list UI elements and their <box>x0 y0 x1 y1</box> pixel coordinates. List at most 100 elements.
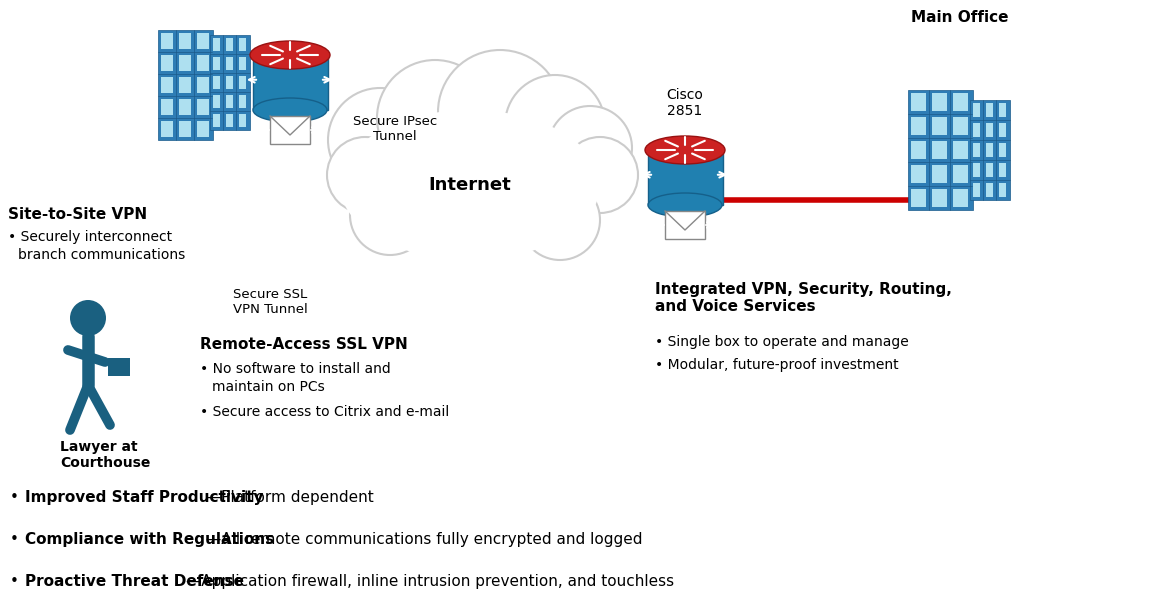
Bar <box>999 123 1006 137</box>
Ellipse shape <box>325 105 615 285</box>
Text: Secure IPsec
Tunnel: Secure IPsec Tunnel <box>353 115 438 143</box>
Bar <box>239 76 246 89</box>
Bar <box>954 165 968 183</box>
Bar <box>986 183 993 197</box>
Bar <box>239 114 246 127</box>
Bar <box>239 57 246 70</box>
Ellipse shape <box>648 193 722 217</box>
Bar <box>932 93 947 111</box>
Bar <box>213 76 220 89</box>
Text: Main Office: Main Office <box>911 10 1009 25</box>
Bar <box>197 33 209 49</box>
Ellipse shape <box>253 43 326 67</box>
Text: Cisco
2851: Cisco 2851 <box>667 88 703 118</box>
Text: • Securely interconnect: • Securely interconnect <box>8 230 172 244</box>
Bar <box>226 38 233 51</box>
Circle shape <box>328 88 432 192</box>
Bar <box>158 30 213 140</box>
Bar <box>954 117 968 135</box>
Text: Internet: Internet <box>428 176 511 194</box>
Polygon shape <box>5 175 310 205</box>
Bar <box>954 189 968 207</box>
Bar <box>999 103 1006 117</box>
Circle shape <box>438 50 562 174</box>
Bar <box>973 163 980 177</box>
Bar <box>197 121 209 137</box>
Bar <box>108 358 130 376</box>
Bar <box>161 77 173 93</box>
Bar <box>226 57 233 70</box>
Text: • Secure access to Citrix and e-mail: • Secure access to Citrix and e-mail <box>200 405 449 419</box>
Bar <box>161 99 173 115</box>
Bar <box>253 55 328 110</box>
Text: maintain on PCs: maintain on PCs <box>212 380 325 394</box>
Bar <box>932 165 947 183</box>
Circle shape <box>377 60 493 176</box>
Polygon shape <box>5 183 305 320</box>
Circle shape <box>350 175 431 255</box>
Bar <box>986 103 993 117</box>
Bar <box>954 93 968 111</box>
Bar <box>999 143 1006 157</box>
Bar <box>226 114 233 127</box>
Circle shape <box>562 137 638 213</box>
Text: Lawyer at
Courthouse: Lawyer at Courthouse <box>60 440 151 470</box>
Circle shape <box>505 75 605 175</box>
Bar <box>209 35 250 130</box>
Text: Improved Staff Productivity: Improved Staff Productivity <box>25 490 263 505</box>
Text: Proactive Threat Defense: Proactive Threat Defense <box>25 574 245 589</box>
Text: •: • <box>11 532 19 547</box>
Circle shape <box>519 180 600 260</box>
Bar <box>213 57 220 70</box>
Bar <box>161 33 173 49</box>
Bar <box>932 117 947 135</box>
Text: —Application firewall, inline intrusion prevention, and touchless: —Application firewall, inline intrusion … <box>186 574 674 589</box>
Bar <box>999 163 1006 177</box>
Bar <box>179 55 191 71</box>
Bar <box>161 55 173 71</box>
Bar <box>911 117 925 135</box>
Bar <box>911 165 925 183</box>
Text: branch communications: branch communications <box>18 248 185 262</box>
Bar <box>239 38 246 51</box>
Bar <box>197 99 209 115</box>
Bar <box>648 150 723 205</box>
Text: —Platform dependent: —Platform dependent <box>206 490 373 505</box>
Bar <box>999 183 1006 197</box>
Ellipse shape <box>250 41 330 69</box>
Polygon shape <box>154 330 620 465</box>
Bar <box>179 33 191 49</box>
Bar <box>179 77 191 93</box>
Bar <box>973 143 980 157</box>
Bar <box>197 55 209 71</box>
Bar <box>911 141 925 159</box>
Bar <box>908 90 973 210</box>
Text: —All remote communications fully encrypted and logged: —All remote communications fully encrypt… <box>206 532 642 547</box>
Bar <box>213 114 220 127</box>
Ellipse shape <box>340 110 600 260</box>
Bar <box>970 100 1010 200</box>
Bar <box>973 103 980 117</box>
Bar <box>270 116 310 144</box>
Text: Integrated VPN, Security, Routing,
and Voice Services: Integrated VPN, Security, Routing, and V… <box>655 282 952 314</box>
Bar <box>986 163 993 177</box>
Bar <box>226 76 233 89</box>
Bar <box>954 141 968 159</box>
Bar <box>986 123 993 137</box>
Bar <box>973 123 980 137</box>
Bar <box>239 95 246 108</box>
Circle shape <box>70 300 106 336</box>
Circle shape <box>326 137 402 213</box>
Text: Secure SSL
VPN Tunnel: Secure SSL VPN Tunnel <box>233 288 308 316</box>
Bar <box>986 143 993 157</box>
Bar <box>665 211 706 239</box>
Text: •: • <box>11 490 19 505</box>
Ellipse shape <box>253 98 326 122</box>
Text: •: • <box>11 574 19 589</box>
Bar <box>161 121 173 137</box>
Polygon shape <box>5 175 315 220</box>
Bar <box>213 38 220 51</box>
Bar <box>932 141 947 159</box>
Bar <box>911 189 925 207</box>
Text: • Modular, future-proof investment: • Modular, future-proof investment <box>655 358 899 372</box>
